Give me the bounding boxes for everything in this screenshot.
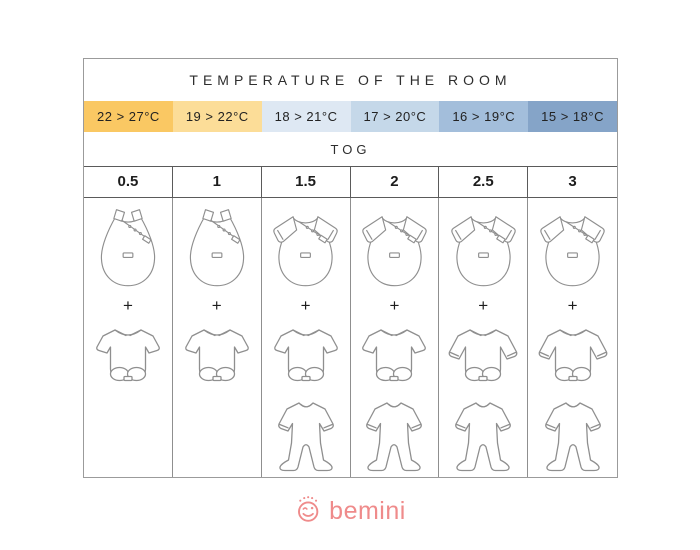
- clothing-column: +: [84, 197, 173, 477]
- plus-sign: +: [478, 295, 489, 315]
- plus-sign: +: [300, 295, 311, 315]
- bodysuit-long-sleeve-icon: [538, 319, 608, 389]
- sleeping-bag-sleeves-icon: [352, 205, 437, 293]
- smiley-face-icon: [294, 494, 322, 529]
- bodysuit-short-sleeve-icon: [359, 319, 429, 389]
- sleeping-bag-sleeveless-icon: [177, 205, 257, 293]
- tog-value-cell: 2: [351, 166, 440, 197]
- temp-range-cell: 18 > 21°C: [261, 101, 351, 133]
- plus-sign: +: [211, 295, 222, 315]
- sleeping-bag-sleeves-icon: [530, 205, 615, 293]
- plus-sign: +: [122, 295, 133, 315]
- tog-label: TOG: [330, 141, 371, 157]
- temp-range-cell: 19 > 22°C: [172, 101, 262, 133]
- tog-value-cell: 1.5: [262, 166, 351, 197]
- bodysuit-short-sleeve-icon: [271, 319, 341, 389]
- tog-value-cell: 0.5: [84, 166, 173, 197]
- clothing-illustrations-row: + + +: [84, 197, 617, 477]
- clothing-column: +: [528, 198, 617, 477]
- brand-name: bemini: [329, 497, 406, 525]
- plus-sign: +: [389, 295, 400, 315]
- tog-value-cell: 2.5: [439, 166, 529, 197]
- clothing-column: +: [351, 197, 440, 477]
- table-title: TEMPERATURE OF THE ROOM: [189, 72, 512, 89]
- footed-pajamas-icon: [274, 395, 338, 477]
- temp-range-cell: 22 > 27°C: [84, 101, 173, 133]
- sleeping-bag-sleeves-icon: [441, 205, 526, 293]
- tog-values-row: 0.5 1 1.5 2 2.5 3: [84, 165, 617, 198]
- temp-range-cell: 15 > 18°C: [528, 101, 617, 133]
- plus-sign: +: [567, 295, 578, 315]
- sleeping-bag-sleeves-icon: [263, 205, 348, 293]
- tog-temperature-table: TEMPERATURE OF THE ROOM 22 > 27°C 19 > 2…: [83, 58, 618, 478]
- bodysuit-long-sleeve-icon: [448, 319, 518, 389]
- temperature-range-row: 22 > 27°C 19 > 22°C 18 > 21°C 17 > 20°C …: [84, 101, 617, 133]
- clothing-column: +: [262, 197, 351, 477]
- bodysuit-short-sleeve-icon: [93, 319, 163, 389]
- clothing-column: +: [173, 197, 262, 477]
- footed-pajamas-icon: [541, 395, 605, 477]
- bodysuit-short-sleeve-icon: [182, 319, 252, 389]
- footed-pajamas-icon: [451, 395, 515, 477]
- tog-value-cell: 3: [568, 173, 577, 191]
- tog-value-cell: 1: [173, 166, 262, 197]
- temp-range-cell: 17 > 20°C: [350, 101, 440, 133]
- clothing-column: +: [439, 197, 529, 477]
- temp-range-cell: 16 > 19°C: [439, 101, 529, 133]
- footed-pajamas-icon: [362, 395, 426, 477]
- brand-logo: bemini: [294, 494, 406, 529]
- sleeping-bag-sleeveless-icon: [88, 205, 168, 293]
